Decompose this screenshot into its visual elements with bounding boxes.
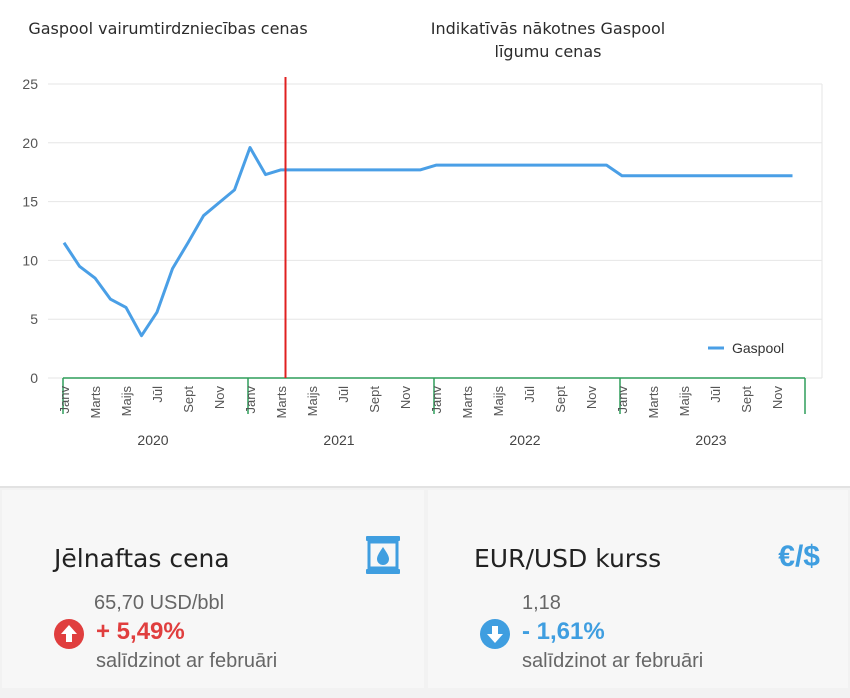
x-tick-label: Jūl — [522, 386, 537, 403]
fx-card-title: EUR/USD kurss — [474, 544, 662, 573]
oil-comparison-note: salīdzinot ar februāri — [96, 650, 278, 672]
x-tick-label: Sept — [367, 386, 382, 413]
year-label: 2022 — [509, 432, 540, 448]
x-tick-label: Maijs — [491, 386, 506, 417]
x-tick-label: Nov — [398, 386, 413, 410]
chart-title-futures: Indikatīvās nākotnes Gaspool līgumu cena… — [430, 19, 666, 61]
legend-label: Gaspool — [732, 340, 784, 356]
x-tick-label: Maijs — [305, 386, 320, 417]
oil-price-change: + 5,49% — [96, 618, 185, 645]
x-tick-label: Sept — [739, 386, 754, 413]
x-tick-label: Nov — [584, 386, 599, 410]
x-tick-label: Janv — [615, 386, 630, 414]
y-tick-label: 15 — [22, 194, 38, 210]
series-line-gaspool — [62, 146, 793, 338]
indicator-cards: Jēlnaftas cena 65,70 USD/bbl + 5,49% sal… — [0, 486, 850, 698]
gaspool-line-chart: 0 5 10 15 20 25 Janv Marts Maijs Jūl Sept Nov Janv Ma… — [22, 76, 823, 448]
x-tick-label: Jūl — [336, 386, 351, 403]
x-tick-label: Sept — [181, 386, 196, 413]
arrow-up-icon — [54, 619, 84, 649]
arrow-down-icon — [480, 619, 510, 649]
x-tick-label: Nov — [770, 386, 785, 410]
x-tick-label: Sept — [553, 386, 568, 413]
year-label: 2021 — [323, 432, 354, 448]
oil-barrel-icon — [366, 536, 400, 574]
y-tick-label: 25 — [22, 76, 38, 92]
x-tick-label: Jūl — [150, 386, 165, 403]
fx-comparison-note: salīdzinot ar februāri — [522, 650, 704, 672]
eur-usd-card: EUR/USD kurss €/$ 1,18 - 1,61% salīdzino… — [428, 490, 848, 688]
euro-dollar-icon: €/$ — [778, 540, 820, 573]
y-tick-label: 20 — [22, 135, 38, 151]
oil-card-title: Jēlnaftas cena — [54, 544, 230, 573]
x-tick-label: Maijs — [119, 386, 134, 417]
x-tick-label: Jūl — [708, 386, 723, 403]
x-tick-label: Janv — [429, 386, 444, 414]
x-tick-label: Janv — [243, 386, 258, 414]
x-tick-label: Janv — [57, 386, 72, 414]
year-label: 2020 — [137, 432, 168, 448]
fx-rate-value: 1,18 — [522, 592, 561, 614]
oil-price-value: 65,70 USD/bbl — [94, 592, 225, 614]
x-tick-label: Nov — [212, 386, 227, 410]
fx-rate-change: - 1,61% — [522, 618, 605, 645]
x-tick-label: Marts — [460, 386, 475, 419]
y-tick-label: 5 — [30, 311, 38, 327]
oil-price-card: Jēlnaftas cena 65,70 USD/bbl + 5,49% sal… — [2, 490, 424, 688]
x-tick-label: Marts — [88, 386, 103, 419]
x-tick-label: Maijs — [677, 386, 692, 417]
year-label: 2023 — [695, 432, 726, 448]
y-tick-label: 0 — [30, 370, 38, 386]
x-tick-label: Marts — [274, 386, 289, 419]
chart-title-historical: Gaspool vairumtirdzniecības cenas — [28, 19, 308, 38]
y-tick-label: 10 — [22, 252, 38, 268]
x-tick-label: Marts — [646, 386, 661, 419]
